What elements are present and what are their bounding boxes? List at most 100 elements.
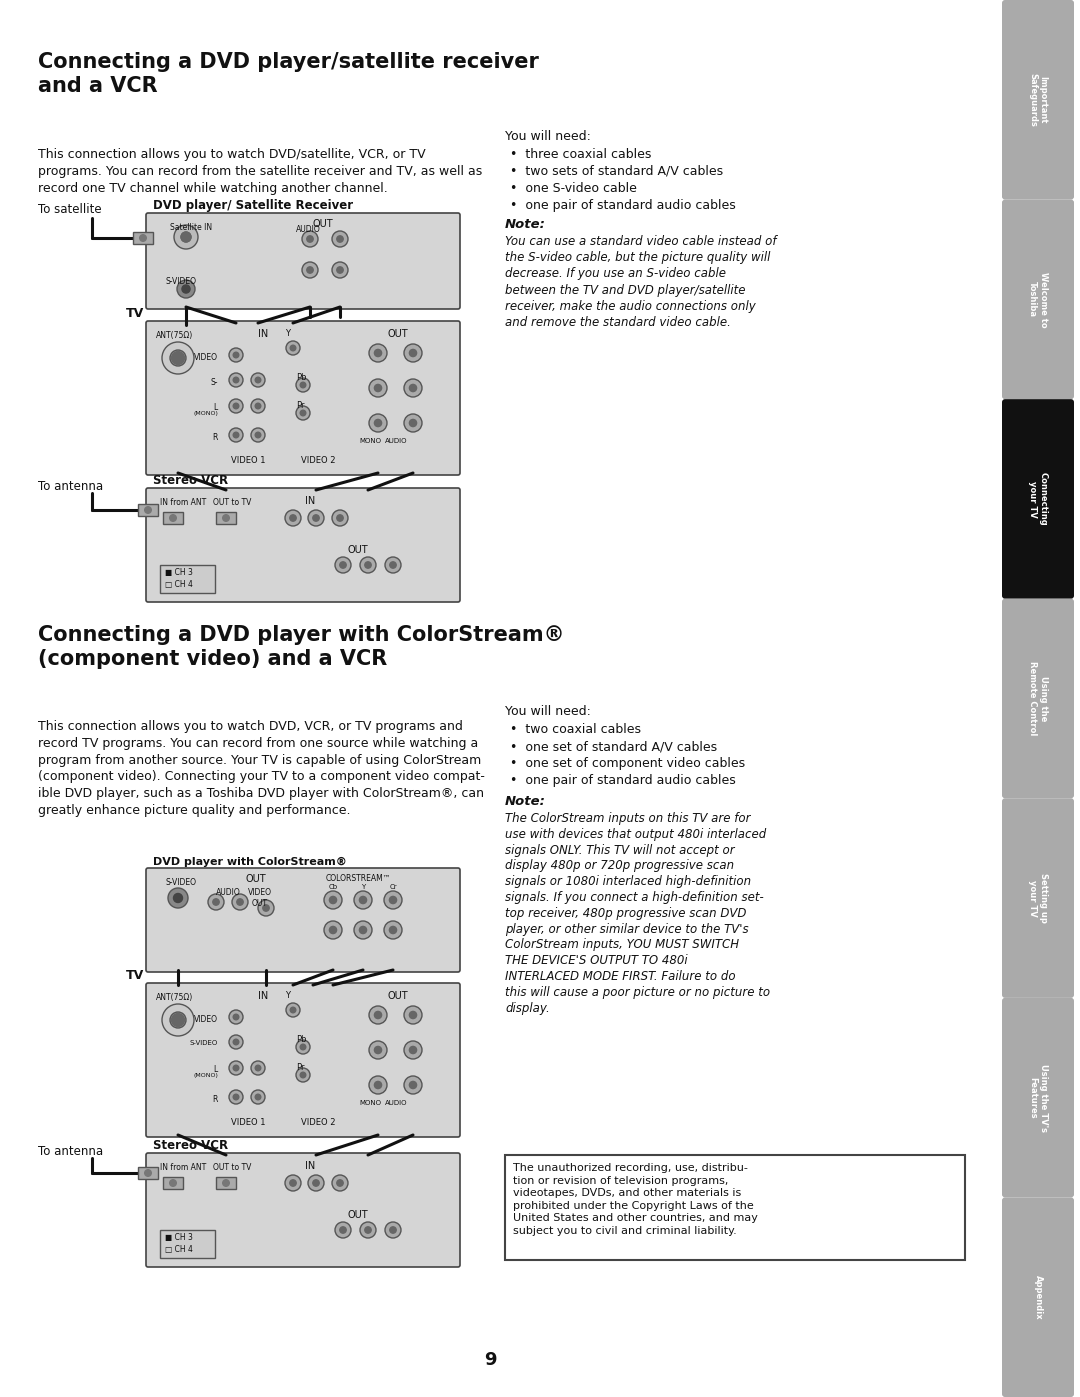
Circle shape [390, 926, 396, 933]
Circle shape [360, 897, 366, 904]
Text: Satellite IN: Satellite IN [170, 224, 212, 232]
Text: Y: Y [361, 884, 365, 890]
Text: IN from ANT: IN from ANT [160, 1162, 206, 1172]
Circle shape [255, 377, 260, 383]
Circle shape [307, 236, 313, 242]
Circle shape [255, 432, 260, 437]
Circle shape [286, 1003, 300, 1017]
Text: ■ CH 3: ■ CH 3 [165, 1234, 193, 1242]
Circle shape [404, 344, 422, 362]
Circle shape [404, 1006, 422, 1024]
Circle shape [170, 1011, 186, 1028]
Bar [505, 1155, 966, 1260]
Circle shape [360, 557, 376, 573]
Circle shape [369, 379, 387, 397]
Bar [163, 511, 183, 524]
Circle shape [233, 377, 239, 383]
Circle shape [177, 279, 195, 298]
Circle shape [162, 1004, 194, 1037]
Circle shape [360, 926, 366, 933]
Text: OUT: OUT [313, 219, 334, 229]
Circle shape [360, 1222, 376, 1238]
Circle shape [229, 348, 243, 362]
Circle shape [354, 891, 372, 909]
FancyBboxPatch shape [146, 868, 460, 972]
Circle shape [313, 515, 320, 521]
Text: •  one pair of standard audio cables: • one pair of standard audio cables [510, 198, 735, 212]
Text: Pb: Pb [296, 1035, 307, 1044]
Circle shape [291, 345, 296, 351]
FancyBboxPatch shape [1002, 798, 1074, 997]
Text: ANT(75Ω): ANT(75Ω) [156, 331, 193, 339]
Text: Stereo VCR: Stereo VCR [153, 1139, 228, 1153]
Text: This connection allows you to watch DVD/satellite, VCR, or TV
programs. You can : This connection allows you to watch DVD/… [38, 148, 483, 196]
Circle shape [229, 1060, 243, 1076]
Text: VIDEO: VIDEO [194, 353, 218, 362]
Circle shape [222, 1179, 230, 1187]
Circle shape [175, 1017, 181, 1023]
Bar [160, 1229, 215, 1259]
Circle shape [375, 384, 381, 391]
Circle shape [175, 355, 181, 362]
Text: □ CH 4: □ CH 4 [165, 580, 193, 590]
Circle shape [369, 414, 387, 432]
Text: Note:: Note: [505, 218, 545, 231]
Circle shape [233, 432, 239, 437]
Text: Using the TV's
Features: Using the TV's Features [1028, 1063, 1048, 1132]
Circle shape [229, 400, 243, 414]
Text: This connection allows you to watch DVD, VCR, or TV programs and
record TV progr: This connection allows you to watch DVD,… [38, 719, 485, 817]
Circle shape [409, 1081, 417, 1088]
Circle shape [229, 1010, 243, 1024]
Text: You can use a standard video cable instead of
the S-video cable, but the picture: You can use a standard video cable inste… [505, 235, 777, 330]
Circle shape [251, 1060, 265, 1076]
Text: DVD player/ Satellite Receiver: DVD player/ Satellite Receiver [153, 198, 353, 212]
Text: Setting up
your TV: Setting up your TV [1028, 873, 1048, 923]
Circle shape [285, 1175, 301, 1192]
Circle shape [258, 900, 274, 916]
Circle shape [390, 562, 396, 569]
Circle shape [337, 1180, 343, 1186]
Circle shape [172, 1014, 185, 1027]
Text: •  three coaxial cables: • three coaxial cables [510, 148, 651, 161]
Circle shape [174, 225, 198, 249]
Text: S-: S- [211, 379, 218, 387]
Circle shape [296, 1067, 310, 1083]
Circle shape [262, 905, 269, 911]
Text: AUDIO: AUDIO [216, 888, 241, 897]
Text: VIDEO 1: VIDEO 1 [231, 455, 266, 465]
Circle shape [365, 562, 372, 569]
Text: IN: IN [258, 330, 268, 339]
Text: OUT: OUT [348, 545, 368, 555]
Bar [163, 1178, 183, 1189]
Text: The unauthorized recording, use, distribu-
tion or revision of television progra: The unauthorized recording, use, distrib… [513, 1162, 758, 1236]
Circle shape [369, 1041, 387, 1059]
Text: DVD player with ColorStream®: DVD player with ColorStream® [153, 856, 347, 868]
Text: OUT to TV: OUT to TV [213, 1162, 252, 1172]
Circle shape [369, 344, 387, 362]
Text: •  one pair of standard audio cables: • one pair of standard audio cables [510, 774, 735, 787]
Circle shape [340, 1227, 347, 1234]
Text: ANT(75Ω): ANT(75Ω) [156, 993, 193, 1002]
Text: IN from ANT: IN from ANT [160, 497, 206, 507]
Circle shape [251, 427, 265, 441]
Text: COLORSTREAM™: COLORSTREAM™ [325, 875, 391, 883]
Text: L: L [214, 402, 218, 412]
Circle shape [168, 888, 188, 908]
Circle shape [300, 1044, 306, 1049]
Circle shape [404, 1041, 422, 1059]
Circle shape [296, 1039, 310, 1053]
Circle shape [291, 1007, 296, 1013]
Circle shape [324, 891, 342, 909]
Circle shape [181, 285, 190, 293]
Text: To antenna: To antenna [38, 1146, 103, 1158]
Text: You will need:: You will need: [505, 705, 591, 718]
FancyBboxPatch shape [146, 321, 460, 475]
Circle shape [229, 1090, 243, 1104]
FancyBboxPatch shape [1002, 997, 1074, 1197]
Text: VIDEO 1: VIDEO 1 [231, 1118, 266, 1127]
Circle shape [324, 921, 342, 939]
Circle shape [335, 1222, 351, 1238]
Circle shape [337, 515, 343, 521]
Circle shape [369, 1006, 387, 1024]
Circle shape [375, 1011, 381, 1018]
